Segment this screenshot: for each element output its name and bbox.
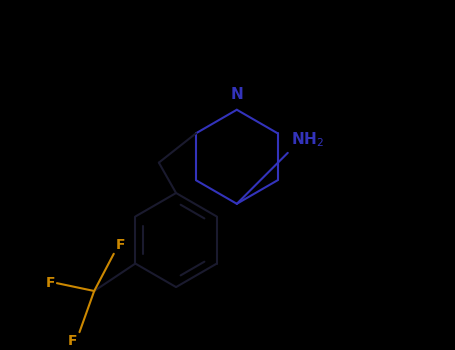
Text: F: F: [68, 334, 77, 348]
Text: NH$_2$: NH$_2$: [291, 130, 324, 149]
Text: F: F: [116, 238, 125, 252]
Text: F: F: [46, 276, 55, 290]
Text: N: N: [230, 87, 243, 102]
